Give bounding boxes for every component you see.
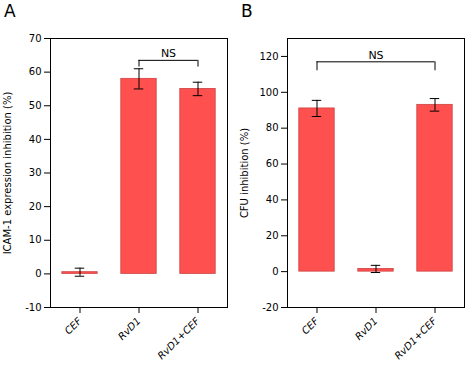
- svg-text:30: 30: [29, 167, 42, 178]
- svg-text:40: 40: [29, 134, 42, 145]
- html-text:B: B: [241, 1, 253, 21]
- svg-text:ICAM-1 expression inhibition (: ICAM-1 expression inhibition (%): [2, 92, 13, 255]
- svg-text:-20: -20: [262, 302, 278, 313]
- svg-text:80: 80: [266, 122, 279, 133]
- svg-text:NS: NS: [368, 49, 383, 62]
- svg-text:20: 20: [266, 230, 279, 241]
- svg-text:CFU inhibition (%): CFU inhibition (%): [239, 128, 250, 218]
- svg-text:120: 120: [259, 51, 278, 62]
- svg-text:0: 0: [35, 268, 41, 279]
- svg-text:NS: NS: [161, 47, 176, 60]
- svg-text:CEF: CEF: [299, 315, 320, 336]
- svg-text:60: 60: [266, 158, 279, 169]
- svg-text:RvD1: RvD1: [116, 315, 143, 342]
- svg-text:RvD1+CEF: RvD1+CEF: [392, 315, 438, 361]
- html-text:A: A: [4, 1, 16, 21]
- svg-text:40: 40: [266, 194, 279, 205]
- svg-text:70: 70: [29, 33, 42, 44]
- svg-text:CEF: CEF: [62, 315, 83, 336]
- svg-text:RvD1: RvD1: [353, 315, 380, 342]
- svg-text:0: 0: [272, 266, 278, 277]
- svg-text:50: 50: [29, 100, 42, 111]
- svg-text:100: 100: [259, 87, 278, 98]
- svg-text:20: 20: [29, 201, 42, 212]
- svg-text:10: 10: [29, 234, 42, 245]
- svg-text:60: 60: [29, 66, 42, 77]
- svg-text:-10: -10: [25, 302, 41, 313]
- svg-text:RvD1+CEF: RvD1+CEF: [155, 315, 201, 361]
